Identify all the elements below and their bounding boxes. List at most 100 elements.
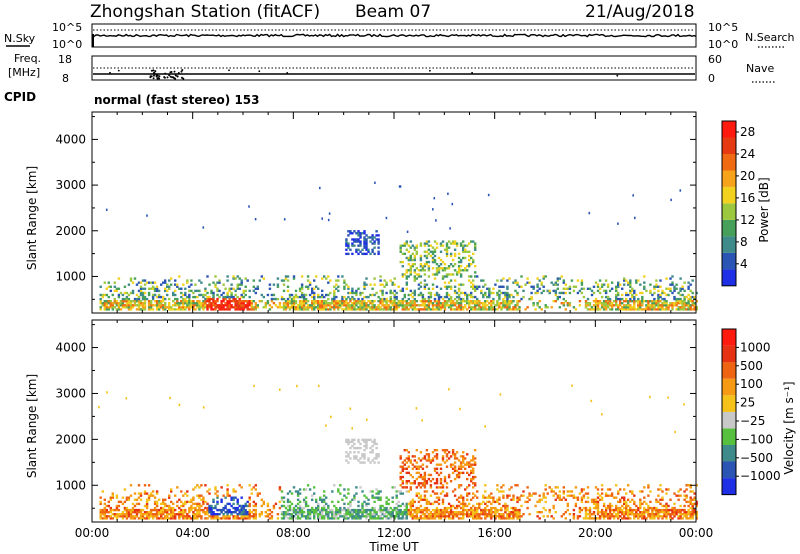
- power-cell: [139, 302, 143, 305]
- power-cell: [476, 308, 479, 311]
- velocity-cell: [538, 511, 541, 514]
- power-cell: [101, 293, 105, 297]
- velocity-cell: [417, 500, 421, 504]
- power-cell: [363, 236, 366, 239]
- velocity-cell: [135, 498, 139, 501]
- power-cell: [230, 291, 233, 295]
- power-cell: [157, 293, 161, 297]
- power-cell: [311, 300, 314, 303]
- power-cell: [457, 308, 461, 311]
- power-cell: [468, 304, 471, 307]
- power-cell: [415, 308, 419, 311]
- power-cell: [437, 304, 441, 307]
- velocity-cell: [689, 517, 692, 520]
- velocity-cell: [147, 496, 151, 499]
- power-cell: [377, 238, 380, 241]
- power-cell: [258, 300, 262, 303]
- power-cell: [389, 300, 392, 303]
- power-cell: [155, 289, 159, 293]
- velocity-cell: [457, 504, 461, 508]
- velocity-cell: [280, 490, 284, 493]
- power-cell: [174, 308, 177, 311]
- power-cell: [115, 302, 119, 305]
- power-cell: [389, 297, 392, 301]
- power-cell: [653, 287, 656, 290]
- velocity-cell: [166, 511, 169, 514]
- velocity-cell: [353, 508, 356, 512]
- velocity-cell: [147, 498, 151, 501]
- velocity-cell: [498, 502, 501, 506]
- velocity-cell: [200, 508, 203, 512]
- power-cell: [105, 208, 108, 211]
- velocity-cell: [363, 438, 366, 442]
- velocity-cell: [445, 459, 449, 462]
- power-cell: [451, 202, 454, 206]
- velocity-cell: [629, 513, 632, 516]
- velocity-cell: [347, 506, 350, 510]
- velocity-cell: [486, 504, 489, 508]
- power-cell: [137, 281, 141, 284]
- power-cell: [137, 302, 141, 305]
- velocity-cell: [486, 513, 489, 516]
- power-cell: [228, 308, 231, 311]
- velocity-cell: [256, 492, 260, 495]
- velocity-cell: [298, 517, 302, 520]
- power-cell: [637, 302, 640, 305]
- power-cell: [155, 285, 159, 288]
- power-cell: [645, 300, 648, 303]
- power-cell: [608, 300, 612, 303]
- power-cell: [570, 279, 574, 282]
- velocity-cell: [629, 490, 632, 493]
- velocity-cell: [315, 498, 318, 501]
- velocity-cell: [427, 513, 431, 516]
- velocity-cell: [395, 513, 398, 516]
- power-cell: [409, 289, 413, 293]
- velocity-cell: [399, 517, 402, 520]
- power-cell: [246, 302, 249, 305]
- power-cell: [369, 236, 372, 239]
- power-cell: [679, 308, 682, 311]
- power-cell: [371, 293, 374, 297]
- velocity-cell: [619, 500, 622, 504]
- power-cell: [470, 285, 473, 288]
- velocity-cell: [421, 517, 425, 520]
- power-cell: [164, 308, 167, 311]
- velocity-cell: [119, 513, 123, 516]
- power-cell: [99, 302, 102, 305]
- power-cell: [151, 281, 155, 284]
- power-cell: [206, 295, 209, 299]
- power-cell: [645, 289, 648, 293]
- velocity-cell: [111, 513, 115, 516]
- power-cell: [659, 306, 662, 309]
- velocity-cell: [466, 494, 469, 497]
- velocity-cell: [170, 515, 173, 518]
- power-cell: [490, 291, 493, 295]
- velocity-cell: [339, 484, 342, 487]
- velocity-cell: [347, 502, 350, 506]
- power-cell: [480, 279, 483, 282]
- velocity-cell: [119, 515, 123, 518]
- velocity-cell: [230, 513, 233, 516]
- velocity-cell: [365, 504, 368, 508]
- velocity-cell: [554, 486, 558, 489]
- velocity-cell: [586, 500, 590, 504]
- velocity-cell: [405, 513, 409, 516]
- velocity-cell: [359, 442, 362, 446]
- velocity-cell: [103, 502, 107, 506]
- velocity-cell: [409, 515, 413, 518]
- power-cell: [536, 285, 539, 288]
- power-cell: [282, 306, 286, 309]
- velocity-cell: [240, 511, 243, 514]
- velocity-cell: [415, 506, 419, 510]
- velocity-cell: [518, 511, 521, 514]
- power-cell: [610, 281, 614, 284]
- velocity-cell: [488, 508, 491, 512]
- power-cell: [226, 291, 229, 295]
- velocity-cell: [647, 484, 650, 487]
- power-cell: [532, 287, 535, 290]
- velocity-cell: [216, 513, 219, 516]
- velocity-cell: [252, 508, 256, 512]
- velocity-cell: [155, 504, 159, 508]
- velocity-cell: [238, 511, 241, 514]
- power-cell: [472, 295, 475, 299]
